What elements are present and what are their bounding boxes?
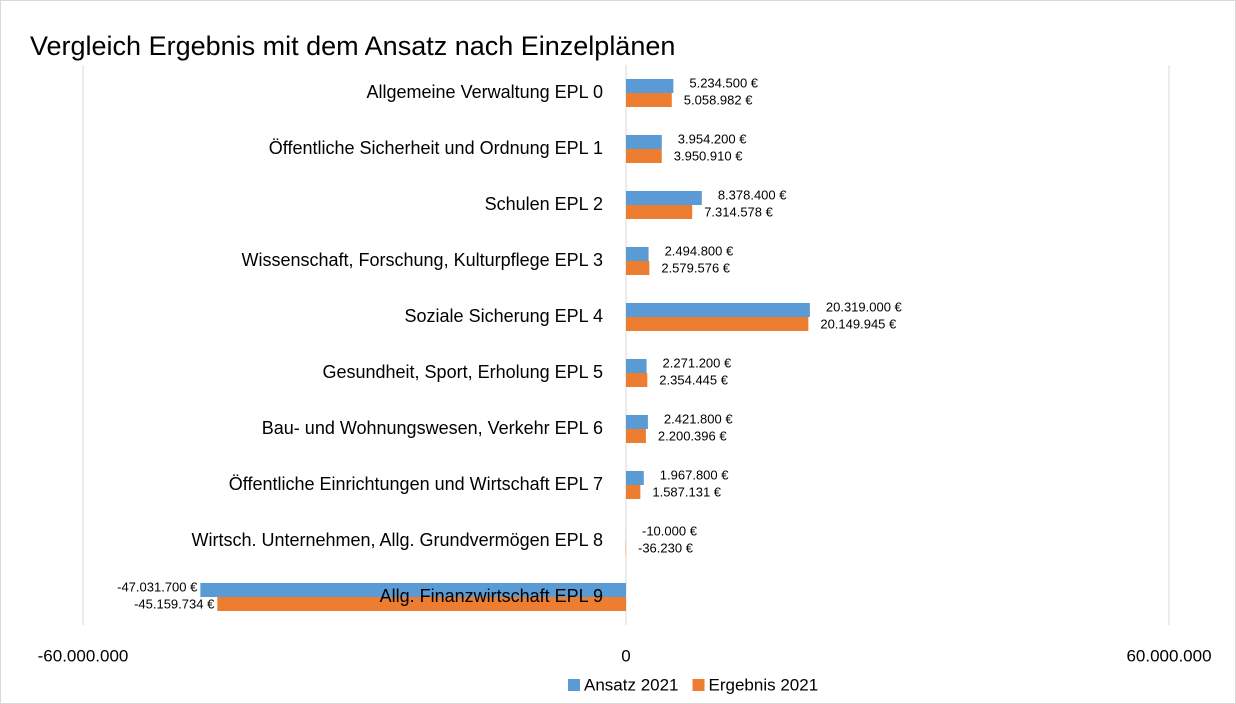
data-label: 2.200.396 €	[658, 428, 727, 443]
data-label: 2.271.200 €	[663, 355, 732, 370]
x-tick-label: 60.000.000	[1126, 646, 1211, 665]
data-label: -36.230 €	[638, 540, 694, 555]
data-label: -47.031.700 €	[117, 579, 198, 594]
bar	[626, 471, 644, 485]
data-label: 2.494.800 €	[665, 243, 734, 258]
data-label: 20.149.945 €	[820, 316, 897, 331]
data-label: -45.159.734 €	[134, 596, 215, 611]
bar	[626, 373, 648, 387]
data-label: 2.421.800 €	[664, 411, 733, 426]
bar	[626, 135, 662, 149]
data-label: 2.579.576 €	[661, 260, 730, 275]
x-tick-label: -60.000.000	[38, 646, 129, 665]
data-label: 8.378.400 €	[718, 187, 787, 202]
bar	[626, 191, 702, 205]
legend-label: Ergebnis 2021	[709, 675, 819, 694]
data-label: 5.058.982 €	[684, 92, 753, 107]
legend-swatch	[692, 679, 705, 691]
bar	[626, 93, 672, 107]
data-label: 1.967.800 €	[660, 467, 729, 482]
bar	[626, 149, 662, 163]
chart-title: Vergleich Ergebnis mit dem Ansatz nach E…	[30, 31, 675, 61]
y-tick-label: Öffentliche Sicherheit und Ordnung EPL 1	[269, 138, 603, 158]
data-label: 2.354.445 €	[659, 372, 728, 387]
bar	[626, 485, 641, 499]
data-label: 5.234.500 €	[689, 75, 758, 90]
legend-label: Ansatz 2021	[584, 675, 679, 694]
bar	[626, 317, 809, 331]
bar	[626, 303, 810, 317]
y-tick-label: Schulen EPL 2	[485, 194, 603, 214]
bar	[626, 205, 693, 219]
bar	[626, 261, 650, 275]
y-tick-label: Soziale Sicherung EPL 4	[405, 306, 603, 326]
data-label: -10.000 €	[642, 523, 698, 538]
bar	[217, 597, 626, 611]
data-label: 20.319.000 €	[826, 299, 903, 314]
bar	[626, 415, 648, 429]
bar	[626, 429, 646, 443]
data-label: 3.950.910 €	[674, 148, 743, 163]
y-tick-label: Gesundheit, Sport, Erholung EPL 5	[322, 362, 603, 382]
bar	[626, 79, 674, 93]
bar	[200, 583, 627, 597]
legend-swatch	[568, 679, 580, 691]
y-tick-label: Öffentliche Einrichtungen und Wirtschaft…	[229, 474, 603, 494]
x-tick-label: 0	[621, 646, 630, 665]
data-label: 1.587.131 €	[652, 484, 721, 499]
bar	[626, 359, 647, 373]
y-tick-label: Allg. Finanzwirtschaft EPL 9	[380, 586, 603, 606]
data-label: 3.954.200 €	[678, 131, 747, 146]
y-tick-label: Wissenschaft, Forschung, Kulturpflege EP…	[241, 250, 603, 270]
y-tick-label: Bau- und Wohnungswesen, Verkehr EPL 6	[262, 418, 603, 438]
y-tick-label: Wirtsch. Unternehmen, Allg. Grundvermöge…	[191, 530, 603, 550]
data-label: 7.314.578 €	[704, 204, 773, 219]
y-tick-label: Allgemeine Verwaltung EPL 0	[367, 82, 603, 102]
bar	[626, 247, 649, 261]
